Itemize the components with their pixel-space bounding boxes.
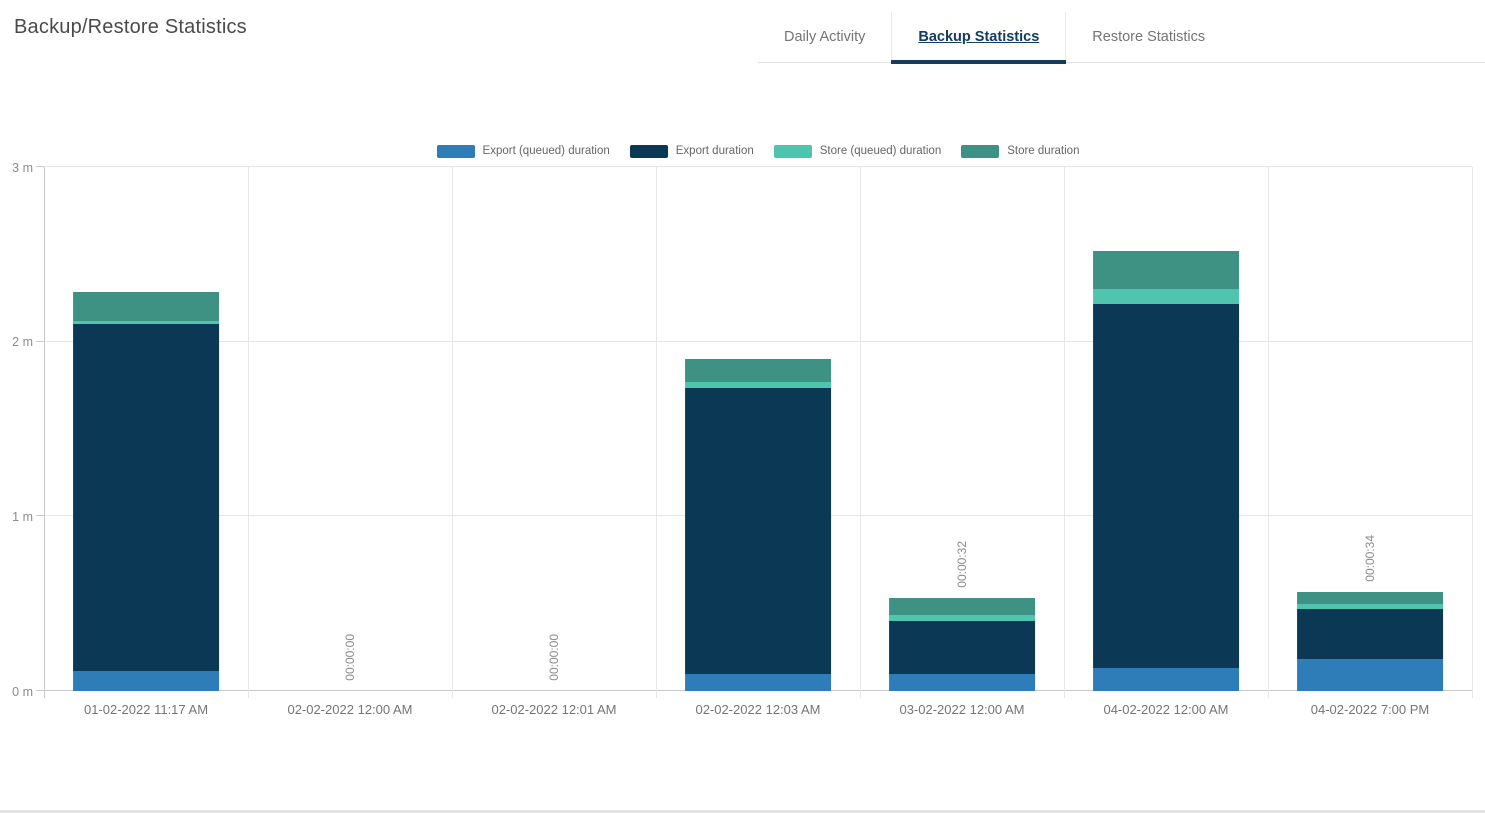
category-slot: 00:00:00 02-02-2022 12:01 AM [452,167,656,717]
y-tick [36,515,44,517]
x-axis-category-label: 04-02-2022 12:00 AM [1103,702,1229,717]
bar-segment-store-duration[interactable] [889,597,1035,616]
bar-value-label: 00:00:00 [343,634,357,681]
stacked-bar[interactable] [1093,251,1239,691]
tab-label: Restore Statistics [1092,29,1206,45]
bar-segment-export-duration[interactable] [889,621,1035,674]
bottom-divider [0,810,1485,813]
tab-label: Daily Activity [784,29,866,45]
chart-legend: Export (queued) duration Export duration S… [44,143,1472,159]
y-axis-tick-label: 2 m [12,335,33,350]
category-slot: 00:00:34 04-02-2022 7:00 PM [1268,167,1472,717]
tab-restore-statistics[interactable]: Restore Statistics [1066,12,1231,62]
y-axis-tick-label: 0 m [12,684,33,699]
legend-item-1[interactable]: Export (queued) duration [436,144,610,158]
x-axis-category-label: 02-02-2022 12:01 AM [491,702,617,717]
x-axis-category-label: 02-02-2022 12:03 AM [695,702,821,717]
legend-item-3[interactable]: Store (queued) duration [773,144,942,158]
bar-value-label: 00:00:00 [547,634,561,681]
bar-value-label: 00:00:34 [1363,535,1377,583]
bar-segment-export-duration[interactable] [1297,609,1443,659]
stacked-bar[interactable] [73,292,219,691]
bar-segment-store-queued-duration[interactable] [889,615,1035,622]
tab-daily-activity[interactable]: Daily Activity [758,12,891,62]
bar-segment-export-queued-duration[interactable] [1297,658,1443,691]
legend-label: Export duration [675,145,754,157]
bar-segment-export-duration[interactable] [685,388,831,674]
bar-segment-export-queued-duration[interactable] [73,670,219,691]
tab-bar: Daily Activity Backup Statistics Restore… [758,12,1485,64]
legend-label: Export (queued) duration [482,145,610,157]
legend-label: Store (queued) duration [819,145,942,157]
legend-swatch [961,144,1000,158]
legend-swatch [436,144,475,158]
h-gridline [44,340,1472,342]
y-axis-tick-label: 3 m [12,160,33,175]
stacked-bar[interactable] [889,597,1035,691]
bar-segment-store-queued-duration[interactable] [685,382,831,389]
y-tick [36,166,44,167]
bar-segment-export-queued-duration[interactable] [889,673,1035,691]
legend-item-4[interactable]: Store duration [961,144,1080,158]
legend-label: Store duration [1007,145,1080,157]
category-slot: 01-02-2022 11:17 AM [44,167,248,717]
v-gridline [248,167,249,698]
legend-swatch [629,144,668,158]
bar-segment-export-duration[interactable] [73,324,219,671]
y-axis-tick-label: 1 m [12,509,33,524]
h-gridline [44,166,1472,167]
x-axis-category-label: 04-02-2022 7:00 PM [1310,702,1430,717]
page-title: Backup/Restore Statistics [14,16,247,38]
y-axis-line [44,167,45,698]
bar-segment-store-duration[interactable] [1093,251,1239,290]
bar-segment-export-queued-duration[interactable] [1093,667,1239,691]
category-slot: 02-02-2022 12:03 AM [656,167,860,717]
category-slot: 00:00:00 02-02-2022 12:00 AM [248,167,452,717]
v-gridline [860,167,861,698]
bar-segment-store-queued-duration[interactable] [1297,603,1443,610]
y-tick [36,690,44,691]
tab-label: Backup Statistics [918,29,1040,45]
bar-segment-store-duration[interactable] [685,359,831,383]
v-gridline [1064,167,1065,698]
bar-segment-export-duration[interactable] [1093,303,1239,668]
bar-segment-store-duration[interactable] [73,292,219,322]
stacked-bar[interactable] [685,359,831,691]
category-slot: 04-02-2022 12:00 AM [1064,167,1268,717]
v-gridline [452,167,453,698]
bar-segment-store-duration[interactable] [1297,592,1443,604]
legend-swatch [773,144,812,158]
bar-segment-store-queued-duration[interactable] [73,321,219,325]
v-gridline [1268,167,1269,698]
x-axis-category-label: 03-02-2022 12:00 AM [899,702,1025,717]
tab-backup-statistics[interactable]: Backup Statistics [891,12,1067,64]
stacked-bar[interactable] [1297,592,1443,691]
bar-segment-export-queued-duration[interactable] [685,673,831,691]
v-gridline [656,167,657,698]
v-gridline [1472,167,1473,698]
x-axis-category-label: 02-02-2022 12:00 AM [287,702,413,717]
legend-item-2[interactable]: Export duration [629,144,754,158]
y-tick [36,340,44,342]
category-slot: 00:00:32 03-02-2022 12:00 AM [860,167,1064,717]
bar-value-label: 00:00:32 [955,541,969,588]
x-axis-category-label: 01-02-2022 11:17 AM [83,702,209,717]
bar-segment-store-queued-duration[interactable] [1093,289,1239,304]
